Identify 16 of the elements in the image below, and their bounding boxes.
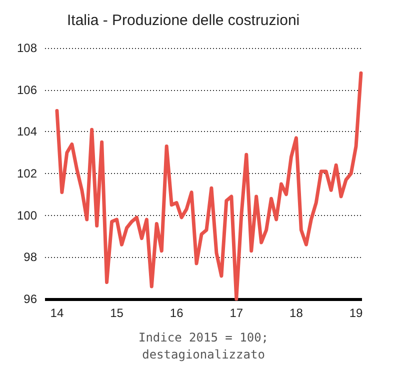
x-tick-label: 19 (349, 306, 364, 320)
y-tick-label: 104 (16, 124, 38, 139)
line-series (55, 71, 363, 301)
chart-title: Italia - Produzione delle costruzioni (67, 12, 300, 29)
x-tick-label: 15 (110, 306, 124, 320)
x-tick-label: 18 (290, 306, 304, 320)
y-tick-label: 106 (16, 82, 38, 97)
y-tick-label: 100 (16, 208, 38, 222)
x-tick-label: 16 (170, 306, 184, 320)
x-axis-title: Indice 2015 = 100; destagionalizzato (138, 330, 269, 362)
y-tick-label: 98 (24, 250, 38, 264)
x-tick-label: 17 (230, 306, 244, 320)
y-tick-label: 96 (24, 292, 38, 306)
y-tick-label: 102 (16, 166, 38, 180)
x-tick-label: 14 (50, 306, 64, 320)
y-tick-label: 108 (16, 41, 38, 55)
